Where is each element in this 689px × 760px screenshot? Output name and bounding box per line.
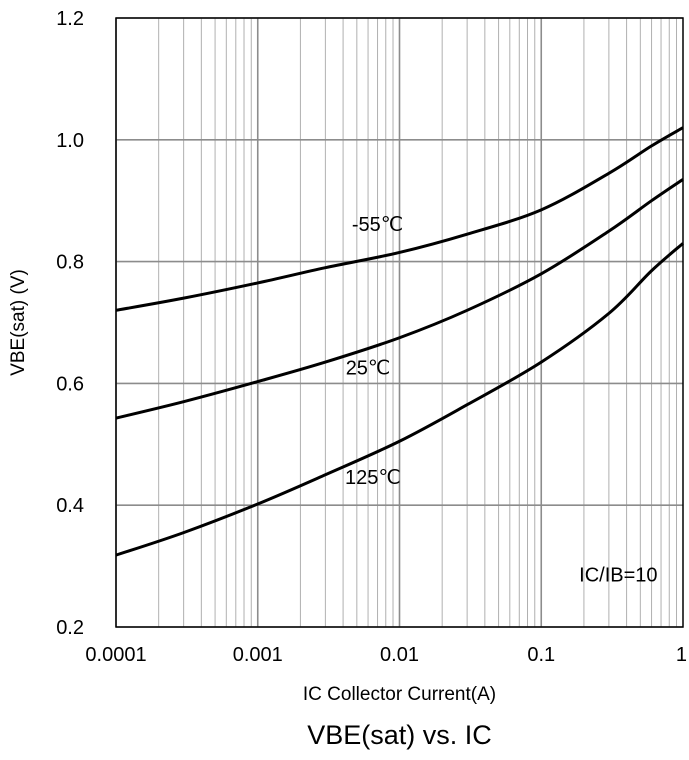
y-tick-label: 0.2 xyxy=(56,617,84,639)
annotation-label: 25℃ xyxy=(346,357,391,379)
y-tick-label: 0.4 xyxy=(56,495,84,517)
grid xyxy=(115,17,683,628)
x-axis-label: IC Collector Current(A) xyxy=(303,684,496,705)
series-group xyxy=(115,126,684,557)
annotations: -55℃ 25℃ 125℃ IC/IB=10 xyxy=(345,214,658,586)
annotation-label: -55℃ xyxy=(352,214,403,236)
y-axis-label: VBE(sat) (V) xyxy=(8,269,29,376)
plot-frame xyxy=(115,17,684,628)
x-tick-label: 0.001 xyxy=(233,644,283,666)
x-tick-label: 1 xyxy=(676,644,687,666)
annotation-label: IC/IB=10 xyxy=(579,564,657,586)
chart-title: VBE(sat) vs. IC xyxy=(307,720,492,750)
x-tick-label: 0.0001 xyxy=(85,644,146,666)
y-tick-label: 1.0 xyxy=(56,130,84,152)
y-tick-label: 0.6 xyxy=(56,373,84,395)
x-tick-label: 0.1 xyxy=(527,644,555,666)
annotation-label: 125℃ xyxy=(345,467,401,489)
tick-labels: 0.0001 0.001 0.01 0.1 1 0.2 0.4 0.6 0.8 1.0 1.2 xyxy=(56,8,687,666)
y-tick-label: 0.8 xyxy=(56,252,84,274)
y-tick-label: 1.2 xyxy=(56,8,84,30)
series-line-2 xyxy=(115,242,684,557)
series-line-1 xyxy=(115,178,684,420)
series-line-0 xyxy=(115,126,684,312)
x-tick-label: 0.01 xyxy=(380,644,419,666)
